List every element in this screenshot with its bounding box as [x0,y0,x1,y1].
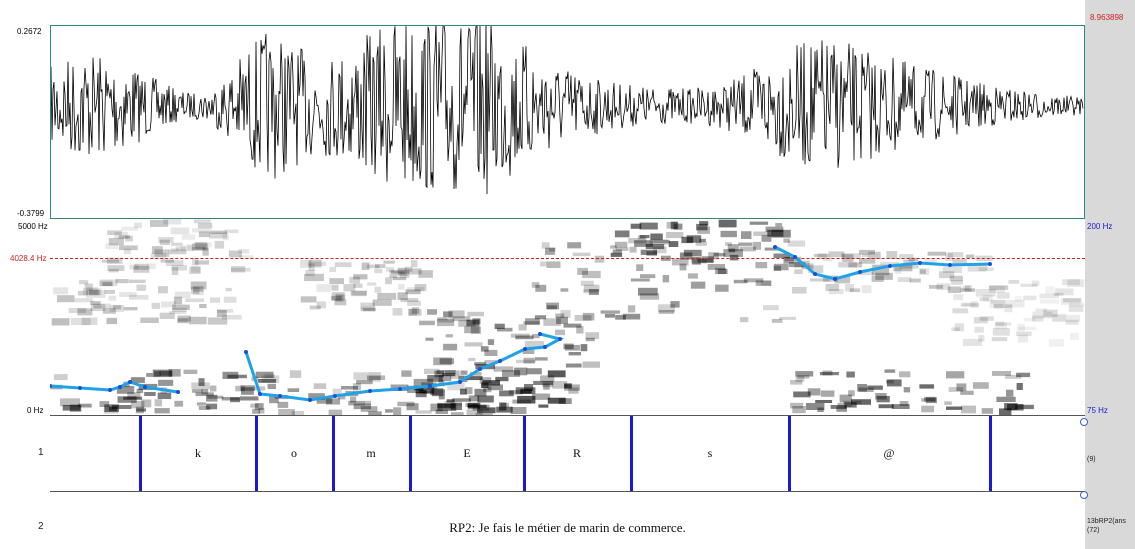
amplitude-max-label: 0.2672 [17,27,42,36]
tier-2-interval[interactable]: RP2: Je fais le métier de marin de comme… [50,491,1085,549]
interval-boundary[interactable] [788,416,791,492]
frequency-cursor-line [50,258,1085,259]
tier-2-interval-count: (72) [1087,527,1100,534]
segment-label[interactable]: o [291,446,297,460]
frequency-min-label: 0 Hz [27,406,44,415]
pitch-contour [50,245,992,402]
tier-2-handle[interactable] [1080,491,1088,499]
tier-1-handle[interactable] [1080,418,1088,426]
tier-1-interval[interactable]: k o m E R s @ [50,415,1085,492]
time-end-label: 8.963898 [1090,13,1124,22]
amplitude-min-label: -0.3799 [17,209,45,218]
interval-boundary[interactable] [255,416,258,492]
segment-label[interactable]: k [195,446,201,460]
interval-boundary[interactable] [332,416,335,492]
segment-label[interactable]: @ [883,446,895,460]
frequency-max-label: 5000 Hz [18,222,48,231]
interval-boundary[interactable] [409,416,412,492]
interval-boundary[interactable] [989,416,992,492]
spectrogram-pane[interactable] [50,219,1085,415]
interval-boundary[interactable] [523,416,526,492]
interval-boundary[interactable] [139,416,142,492]
interval-boundary[interactable] [630,416,633,492]
segment-label[interactable]: m [366,446,376,460]
pitch-max-label: 200 Hz [1087,222,1113,231]
utterance-text[interactable]: RP2: Je fais le métier de marin de comme… [449,520,686,535]
tier-2-number: 2 [38,521,44,532]
tier-2-name: 13bRP2(ans [1087,518,1126,525]
left-gutter [0,0,50,549]
tier-1-number: 1 [38,447,44,458]
segment-label[interactable]: E [463,446,471,460]
waveform-pane[interactable] [50,25,1085,219]
right-gutter [1085,0,1135,549]
spectrogram-image [50,219,1085,415]
pitch-min-label: 75 Hz [1087,406,1108,415]
tier-1-interval-count: (9) [1087,456,1096,463]
segment-label[interactable]: s [707,446,713,460]
cursor-frequency-label: 4028.4 Hz [10,254,47,263]
waveform-trace [51,26,1084,195]
segment-label[interactable]: R [572,446,582,460]
